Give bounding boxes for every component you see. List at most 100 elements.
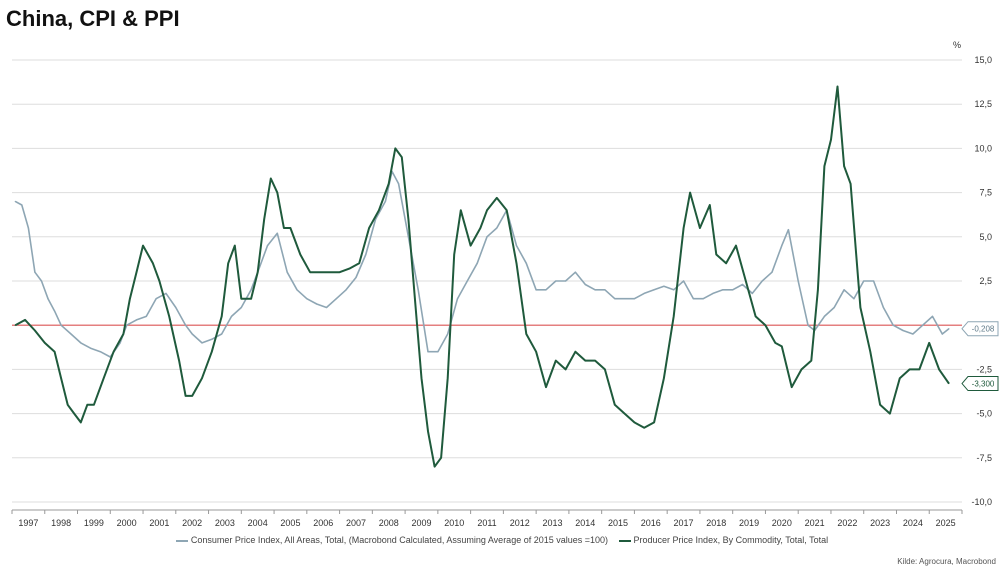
data-point-cpi [47, 298, 49, 300]
data-point-ppi [948, 382, 950, 385]
data-point-cpi [771, 271, 773, 273]
data-point-cpi [931, 315, 934, 317]
data-point-cpi [555, 280, 557, 282]
data-point-cpi [21, 204, 23, 206]
data-point-cpi [325, 306, 328, 309]
x-tick-label: 2020 [772, 518, 792, 528]
data-point-cpi [316, 303, 318, 305]
data-point-cpi [623, 298, 626, 300]
legend-item-cpi: Consumer Price Index, All Areas, Total, … [175, 535, 608, 545]
data-point-ppi [453, 253, 455, 256]
last-value-text-cpi: -0,208 [972, 325, 995, 334]
data-point-ppi [764, 324, 767, 326]
x-tick-label: 2009 [411, 518, 431, 528]
data-point-ppi [401, 156, 403, 158]
data-point-cpi [565, 280, 567, 282]
data-point-ppi [623, 413, 626, 415]
x-tick-label: 2010 [444, 518, 464, 528]
data-point-ppi [673, 315, 675, 317]
data-point-ppi [53, 351, 56, 353]
data-point-cpi [732, 289, 734, 291]
data-point-cpi [872, 280, 875, 282]
data-point-ppi [348, 268, 351, 270]
data-point-cpi [126, 324, 128, 326]
data-point-ppi [211, 351, 213, 353]
legend-item-ppi: Producer Price Index, By Commodity, Tota… [618, 535, 828, 545]
data-point-cpi [663, 285, 665, 287]
data-point-cpi [594, 289, 596, 291]
legend-swatch-cpi [175, 539, 188, 542]
data-point-ppi [506, 209, 508, 211]
last-value-label-cpi: -0,208 [961, 321, 999, 337]
data-point-cpi [486, 236, 488, 238]
last-value-box-cpi [961, 321, 999, 337]
data-point-cpi [306, 298, 308, 300]
data-point-cpi [447, 333, 449, 335]
data-point-cpi [397, 183, 400, 185]
data-point-cpi [427, 351, 429, 353]
y-tick-label: 10,0 [974, 143, 992, 153]
x-tick-label: 2007 [346, 518, 366, 528]
data-point-ppi [836, 85, 839, 88]
data-point-cpi [407, 236, 409, 238]
data-point-cpi [230, 315, 233, 317]
data-point-ppi [781, 345, 783, 348]
data-point-cpi [653, 289, 655, 291]
data-point-ppi [908, 368, 911, 370]
data-point-cpi [135, 319, 138, 321]
data-point-ppi [240, 298, 242, 300]
data-point-cpi [751, 292, 753, 294]
data-point-cpi [221, 333, 223, 335]
data-point-cpi [863, 280, 865, 282]
data-point-cpi [119, 342, 121, 344]
data-point-cpi [643, 292, 645, 294]
data-point-cpi [741, 283, 744, 286]
data-point-cpi [682, 280, 685, 282]
data-point-ppi [699, 227, 701, 229]
data-point-cpi [633, 298, 636, 300]
x-tick-label: 2016 [641, 518, 661, 528]
data-point-ppi [755, 315, 757, 317]
data-point-ppi [178, 359, 180, 362]
data-point-cpi [807, 324, 809, 326]
data-point-ppi [358, 262, 360, 264]
data-point-ppi [289, 227, 292, 229]
data-point-cpi [702, 298, 704, 300]
x-tick-label: 2012 [510, 518, 530, 528]
data-point-ppi [604, 368, 606, 370]
data-point-cpi [211, 338, 213, 340]
data-point-cpi [722, 289, 724, 291]
data-point-ppi [879, 404, 881, 406]
data-point-cpi [191, 333, 193, 335]
data-point-cpi [34, 271, 36, 273]
data-point-cpi [240, 306, 242, 309]
data-point-ppi [185, 395, 187, 397]
x-tick-label: 2025 [936, 518, 956, 528]
data-point-ppi [250, 298, 252, 300]
series-line-cpi [14, 170, 950, 358]
data-point-cpi [673, 289, 675, 291]
data-point-cpi [843, 289, 845, 291]
data-point-ppi [663, 377, 665, 379]
x-tick-label: 2023 [870, 518, 890, 528]
data-point-ppi [135, 271, 138, 273]
data-point-cpi [286, 271, 288, 273]
data-point-ppi [496, 197, 498, 199]
y-tick-label: -7,5 [976, 453, 992, 463]
data-point-cpi [787, 229, 789, 231]
data-point-ppi [319, 271, 321, 273]
data-point-ppi [460, 209, 462, 211]
last-value-labels: -0,208 -3,300 [961, 321, 999, 392]
data-point-ppi [24, 319, 26, 321]
series-lines [14, 85, 950, 468]
data-point-ppi [168, 315, 170, 317]
x-tick-label: 2002 [182, 518, 202, 528]
data-point-ppi [614, 404, 616, 406]
data-point-ppi [234, 245, 236, 247]
y-tick-label: -10,0 [971, 497, 992, 507]
data-point-cpi [574, 271, 577, 273]
x-tick-label: 1998 [51, 518, 71, 528]
data-point-ppi [850, 183, 852, 185]
data-point-ppi [525, 333, 527, 335]
